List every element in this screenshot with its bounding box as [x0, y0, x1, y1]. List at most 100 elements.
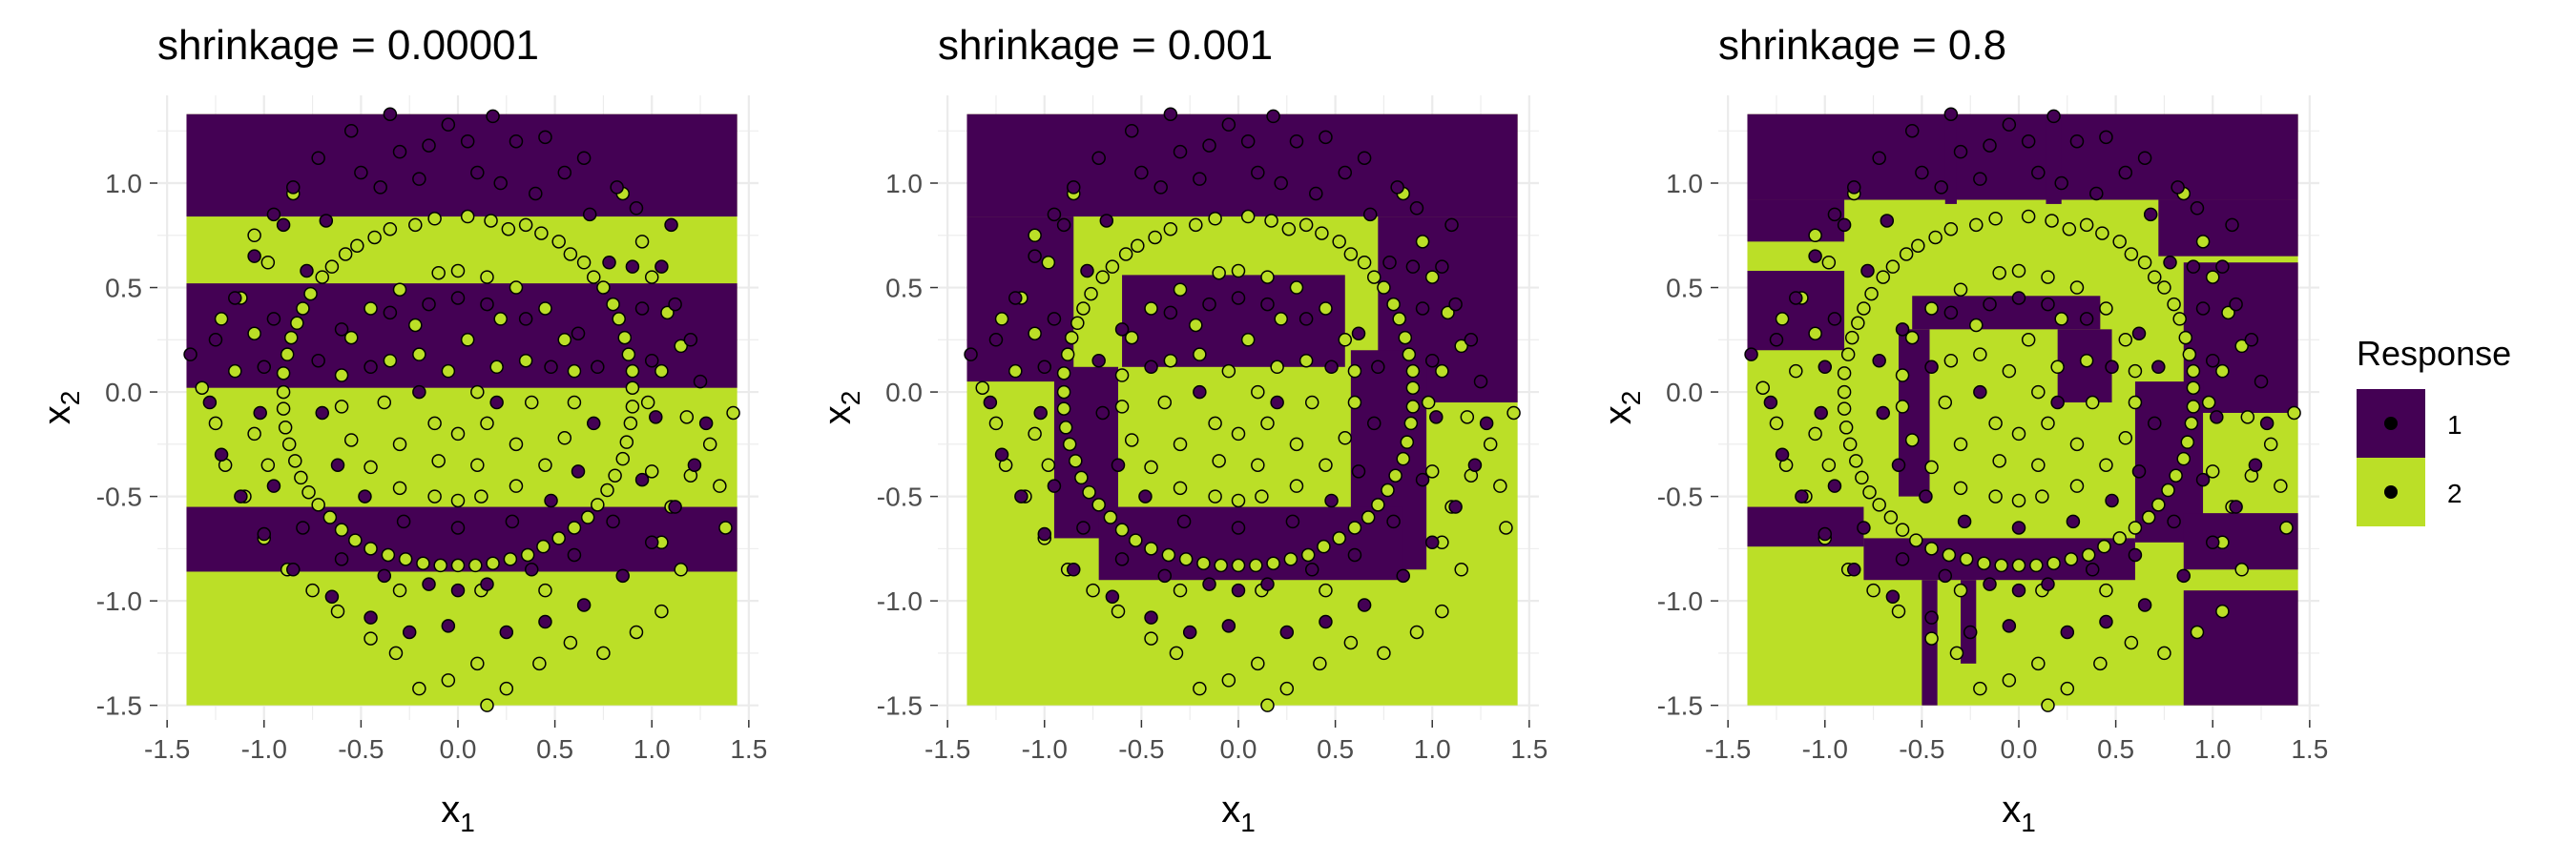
point-class-2: [1377, 280, 1391, 295]
point-class-2: [1821, 256, 1837, 270]
point-class-1: [509, 134, 524, 149]
point-class-2: [276, 366, 291, 380]
point-class-2: [1928, 230, 1942, 245]
point-class-1: [2186, 259, 2201, 274]
point-class-1: [286, 563, 301, 577]
point-class-1: [1047, 479, 1062, 493]
point-class-2: [726, 405, 740, 421]
point-class-2: [2099, 301, 2113, 316]
point-class-1: [1924, 360, 1939, 375]
point-class-1: [2085, 563, 2100, 577]
point-class-2: [1895, 400, 1910, 414]
point-class-1: [983, 395, 998, 410]
point-class-2: [1392, 312, 1406, 326]
point-class-1: [412, 384, 426, 400]
point-class-1: [2105, 360, 2119, 375]
point-class-1: [625, 259, 640, 274]
point-class-1: [2066, 514, 2081, 529]
point-class-1: [2248, 458, 2263, 472]
x-tick-label: 1.0: [634, 734, 671, 764]
point-class-2: [1163, 221, 1178, 236]
y-tick-label: -1.5: [877, 691, 923, 721]
point-class-2: [1208, 489, 1222, 503]
point-class-2: [1144, 542, 1158, 556]
point-class-1: [2195, 301, 2211, 316]
point-class-2: [718, 521, 733, 535]
point-class-2: [2046, 556, 2061, 570]
x-tick-label: 1.5: [730, 734, 767, 764]
point-class-2: [2079, 353, 2094, 368]
x-tick-label: 0.5: [1317, 734, 1354, 764]
point-class-1: [1114, 322, 1130, 337]
point-class-2: [431, 454, 446, 468]
point-class-2: [975, 380, 989, 395]
x-tick-label: -1.5: [144, 734, 190, 764]
point-class-2: [322, 510, 338, 524]
y-tick-label: 0.0: [1666, 378, 1703, 407]
point-class-1: [2210, 410, 2224, 424]
point-class-2: [1028, 228, 1042, 243]
point-class-2: [247, 426, 261, 442]
point-class-2: [557, 431, 572, 445]
point-class-2: [1924, 460, 1939, 475]
point-class-1: [1231, 291, 1246, 305]
x-tick-label: 1.0: [1414, 734, 1451, 764]
y-tick-label: 1.0: [1666, 169, 1703, 198]
point-class-1: [2176, 568, 2191, 584]
x-tick-label: 0.5: [2097, 734, 2134, 764]
point-class-2: [1837, 366, 1852, 380]
point-class-1: [1221, 619, 1236, 633]
point-class-1: [1891, 458, 1906, 472]
point-class-1: [1973, 172, 1987, 186]
point-class-2: [2011, 493, 2026, 508]
point-class-2: [1885, 259, 1901, 274]
point-class-2: [2081, 547, 2096, 563]
point-class-1: [1885, 589, 1901, 605]
point-class-2: [408, 217, 423, 233]
point-class-1: [1099, 214, 1114, 228]
point-class-2: [2287, 405, 2301, 421]
point-class-2: [551, 531, 566, 545]
point-class-1: [629, 201, 644, 216]
point-class-2: [398, 552, 413, 566]
point-class-1: [687, 458, 702, 472]
point-class-2: [1857, 301, 1871, 316]
point-class-1: [538, 130, 552, 145]
point-class-2: [1904, 330, 1920, 345]
point-class-2: [654, 363, 669, 379]
point-class-1: [2195, 472, 2211, 487]
point-class-2: [1289, 280, 1304, 295]
point-class-1: [2105, 493, 2119, 508]
point-class-2: [2234, 339, 2249, 354]
point-class-2: [2095, 226, 2109, 240]
point-class-1: [1847, 180, 1861, 195]
point-class-2: [480, 698, 494, 712]
region-class-1: [2183, 513, 2298, 570]
point-class-2: [1129, 533, 1143, 547]
point-class-1: [1895, 552, 1910, 566]
point-class-1: [1202, 138, 1216, 153]
point-class-2: [1386, 297, 1401, 312]
point-class-2: [1435, 363, 1449, 379]
point-class-2: [2186, 363, 2201, 379]
point-class-2: [1357, 256, 1372, 270]
point-class-1: [1347, 547, 1362, 563]
point-class-2: [2141, 510, 2156, 524]
point-class-2: [247, 228, 261, 243]
point-class-1: [1193, 384, 1207, 400]
point-class-1: [1775, 447, 1790, 462]
point-class-2: [2182, 347, 2197, 361]
x-tick-label: 0.0: [440, 734, 477, 764]
point-class-2: [1157, 395, 1173, 410]
point-class-1: [1895, 322, 1910, 337]
point-class-1: [183, 347, 197, 361]
point-class-2: [2069, 437, 2085, 452]
point-class-2: [1208, 211, 1222, 226]
point-class-2: [1056, 401, 1071, 416]
point-class-2: [1260, 270, 1275, 284]
point-class-2: [1173, 282, 1188, 297]
point-class-2: [2118, 431, 2133, 445]
point-class-1: [1837, 217, 1852, 233]
x-tick-label: -1.0: [1802, 734, 1848, 764]
point-class-2: [2205, 270, 2220, 284]
